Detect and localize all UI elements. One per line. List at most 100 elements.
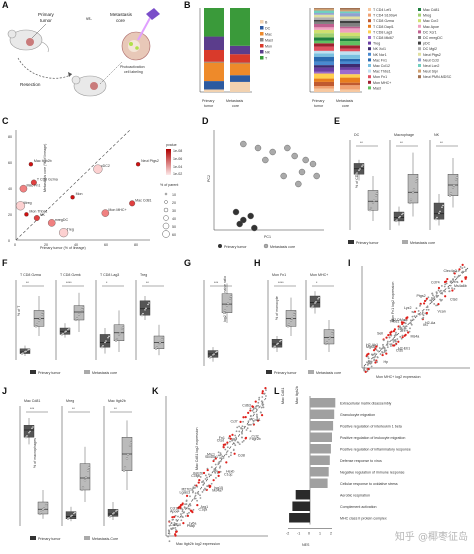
significance-stars: ** [26, 281, 29, 285]
gene-point [249, 418, 251, 421]
significance-stars: *** [214, 281, 219, 285]
size-legend-circle [164, 192, 168, 196]
gene-point [242, 416, 245, 419]
bar-segment [314, 21, 334, 24]
box [433, 202, 445, 220]
data-point [435, 216, 439, 219]
gene-point [244, 416, 247, 419]
gene-point [227, 437, 230, 440]
gene-point [208, 485, 211, 489]
bar-segment [314, 67, 334, 72]
panel-f-boxplots: % of T T CD8 Gzma ** T CD8 Gzmk **** T CD8 L… [15, 273, 165, 375]
svg-text:Metastasis-Core: Metastasis-Core [92, 537, 118, 541]
pca-point [262, 156, 269, 164]
svg-text:Primary tumor: Primary tumor [356, 241, 379, 245]
data-point [155, 346, 159, 349]
scatter-point [30, 179, 37, 186]
facet-title: DC [354, 133, 360, 137]
panel-label-d: D [202, 116, 209, 126]
bar-segment [314, 8, 334, 11]
gene-point [204, 474, 207, 477]
b1-xlabel-primary: Primary [202, 99, 215, 103]
gene-point [435, 304, 437, 307]
gene-point [168, 524, 171, 527]
gene-point [218, 460, 221, 463]
c-pvalue-title: pvalue [166, 143, 177, 147]
gene-point [258, 398, 260, 401]
bar-segment [314, 53, 334, 57]
data-point [455, 176, 459, 179]
gene-point [392, 329, 396, 333]
gene-point [260, 414, 264, 417]
gene-point [168, 532, 171, 535]
gene-point [451, 289, 454, 292]
d-legend-primary-swatch [218, 244, 222, 248]
legend-swatch [368, 24, 371, 28]
panel-c: C Metastasis core (% of lineage) Primary… [0, 116, 200, 254]
gene-point [174, 533, 177, 536]
data-point [121, 326, 125, 329]
gene-point [236, 426, 239, 429]
bar-segment [314, 17, 334, 20]
gene-point [448, 287, 450, 290]
gene-point [391, 338, 394, 341]
gene-point [224, 443, 227, 446]
svg-text:Metastasis core: Metastasis core [316, 371, 341, 375]
gene-point [210, 466, 213, 469]
data-point [324, 342, 328, 346]
scatter-point [93, 164, 103, 174]
gene-point [181, 515, 184, 518]
data-point [440, 206, 444, 209]
gene-point [422, 316, 425, 319]
scatter-point [15, 201, 26, 211]
facet-title: Mac Cd81 [24, 399, 40, 403]
gene-point [401, 334, 404, 337]
size-legend-label: 10 [172, 193, 176, 197]
data-point [327, 337, 331, 340]
data-point [372, 199, 376, 202]
gene-point [180, 513, 182, 515]
gene-point [210, 482, 213, 485]
gene-label: H2-Aa [425, 321, 435, 325]
data-point [314, 300, 318, 303]
gene-point [198, 478, 201, 482]
gene-point [194, 486, 196, 489]
legend-label: Mac [265, 32, 272, 36]
legend-swatch [368, 41, 371, 45]
legend-label: Mac Apoe [423, 25, 439, 29]
point-label: Mon MHC+ [108, 208, 126, 212]
bar-segment [340, 11, 360, 14]
gene-point [412, 311, 415, 314]
panel-label-g: G [184, 258, 192, 268]
gene-point [215, 477, 217, 479]
panel-label-l: L [274, 386, 280, 396]
bar-segment [340, 58, 360, 62]
gene-point [397, 340, 400, 343]
gene-point [431, 292, 433, 295]
scatter-point [28, 162, 34, 167]
pathway-label: Positive regulation of leukocyte migrati… [340, 436, 405, 440]
panel-d-pca: PC2 PC1 Primary tumor Metastasis core [207, 130, 324, 249]
gene-point [454, 281, 456, 283]
gene-point [217, 451, 220, 454]
data-point [401, 212, 405, 215]
j-legend-primary-swatch [30, 536, 36, 540]
legend-label: DC Mgl2 [423, 47, 437, 51]
gene-point [210, 474, 212, 476]
legend-label: T CD4 S100a4 [373, 14, 397, 18]
data-point [81, 306, 85, 309]
gene-point [219, 457, 221, 460]
gene-point [382, 344, 384, 346]
gene-point [256, 415, 258, 418]
h-legend-primary-swatch [266, 370, 272, 374]
data-point [226, 302, 230, 305]
gene-point [412, 318, 414, 321]
legend-swatch [368, 58, 371, 62]
x-tick-label: 1 [319, 532, 321, 536]
bar-segment [314, 71, 334, 74]
gene-point [397, 325, 400, 328]
legend-swatch [418, 64, 421, 67]
data-point [74, 318, 78, 322]
gene-point [382, 345, 385, 348]
bar-segment [340, 13, 360, 17]
